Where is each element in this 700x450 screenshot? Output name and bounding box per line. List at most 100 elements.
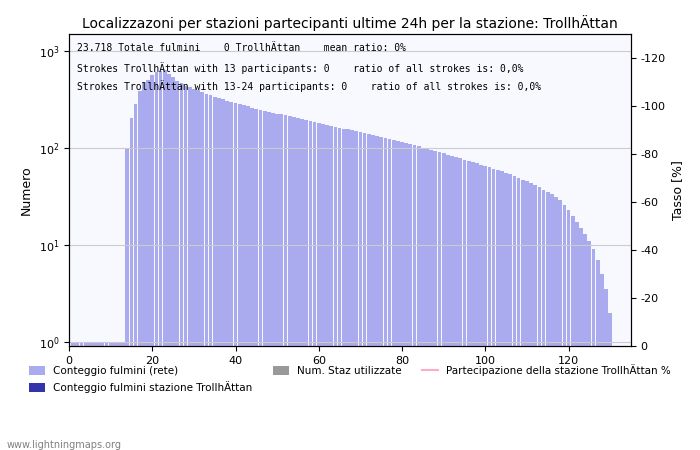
- Bar: [521, 180, 524, 450]
- Bar: [563, 204, 566, 450]
- Bar: [267, 112, 271, 450]
- Bar: [255, 109, 258, 450]
- Bar: [463, 160, 466, 450]
- Bar: [371, 135, 374, 450]
- Bar: [251, 108, 254, 450]
- Bar: [491, 169, 496, 450]
- Bar: [567, 210, 570, 450]
- Bar: [533, 185, 537, 450]
- Bar: [608, 313, 612, 450]
- Bar: [429, 150, 433, 450]
- Bar: [262, 111, 267, 450]
- Bar: [192, 89, 196, 450]
- Bar: [230, 102, 233, 450]
- Bar: [433, 151, 438, 450]
- Bar: [583, 234, 587, 450]
- Bar: [88, 342, 92, 450]
- Title: Localizzazoni per stazioni partecipanti ultime 24h per la stazione: TrollhÄttan: Localizzazoni per stazioni partecipanti …: [82, 15, 618, 31]
- Bar: [579, 228, 583, 450]
- Bar: [342, 129, 346, 450]
- Bar: [279, 114, 284, 450]
- Bar: [416, 146, 421, 450]
- Bar: [326, 125, 329, 450]
- Bar: [392, 140, 396, 450]
- Bar: [600, 274, 603, 450]
- Bar: [379, 137, 383, 450]
- Bar: [467, 161, 470, 450]
- Bar: [358, 132, 363, 450]
- Bar: [330, 126, 333, 450]
- Bar: [413, 145, 416, 450]
- Bar: [172, 76, 175, 450]
- Bar: [188, 87, 192, 450]
- Bar: [546, 192, 550, 450]
- Bar: [209, 95, 212, 450]
- Bar: [108, 342, 113, 450]
- Bar: [113, 342, 117, 450]
- Bar: [475, 163, 479, 450]
- Bar: [84, 342, 88, 450]
- Bar: [488, 167, 491, 450]
- Text: www.lightningmaps.org: www.lightningmaps.org: [7, 440, 122, 450]
- Bar: [512, 176, 517, 450]
- Bar: [559, 200, 562, 450]
- Bar: [225, 100, 229, 450]
- Bar: [596, 260, 600, 450]
- Text: 23.718 Totale fulmini    0 TrollhÄttan    mean ratio: 0%: 23.718 Totale fulmini 0 TrollhÄttan mean…: [78, 43, 407, 53]
- Bar: [121, 342, 125, 450]
- Bar: [496, 170, 500, 450]
- Bar: [438, 152, 442, 450]
- Bar: [587, 241, 592, 450]
- Bar: [388, 139, 391, 450]
- Bar: [97, 342, 100, 450]
- Bar: [375, 136, 379, 450]
- Legend: Conteggio fulmini (rete), Conteggio fulmini stazione TrollhÄttan, Num. Staz util: Conteggio fulmini (rete), Conteggio fulm…: [25, 360, 676, 397]
- Bar: [575, 222, 579, 450]
- Bar: [238, 104, 242, 450]
- Bar: [125, 148, 130, 450]
- Bar: [321, 124, 325, 450]
- Bar: [604, 289, 608, 450]
- Bar: [242, 105, 246, 450]
- Bar: [570, 216, 575, 450]
- Bar: [346, 130, 350, 450]
- Bar: [104, 342, 108, 450]
- Bar: [163, 70, 167, 450]
- Bar: [183, 86, 188, 450]
- Bar: [176, 81, 179, 450]
- Bar: [405, 143, 408, 450]
- Bar: [80, 342, 83, 450]
- Bar: [484, 166, 487, 450]
- Bar: [76, 342, 79, 450]
- Bar: [425, 149, 429, 450]
- Bar: [146, 80, 150, 450]
- Bar: [138, 91, 141, 450]
- Bar: [155, 72, 158, 450]
- Bar: [542, 189, 545, 450]
- Bar: [508, 175, 512, 450]
- Bar: [167, 74, 171, 450]
- Bar: [554, 197, 558, 450]
- Bar: [367, 134, 370, 450]
- Bar: [480, 165, 483, 450]
- Bar: [213, 97, 216, 450]
- Bar: [71, 342, 75, 450]
- Bar: [409, 144, 412, 450]
- Bar: [159, 71, 162, 450]
- Bar: [134, 104, 137, 450]
- Bar: [317, 123, 321, 450]
- Bar: [400, 142, 404, 450]
- Bar: [309, 121, 312, 450]
- Bar: [550, 194, 554, 450]
- Bar: [504, 173, 508, 450]
- Bar: [284, 115, 287, 450]
- Bar: [100, 342, 104, 450]
- Bar: [234, 103, 237, 450]
- Bar: [446, 154, 449, 450]
- Y-axis label: Tasso [%]: Tasso [%]: [671, 160, 685, 220]
- Bar: [271, 112, 275, 450]
- Bar: [92, 342, 96, 450]
- Bar: [296, 118, 300, 450]
- Bar: [517, 178, 521, 450]
- Bar: [292, 117, 295, 450]
